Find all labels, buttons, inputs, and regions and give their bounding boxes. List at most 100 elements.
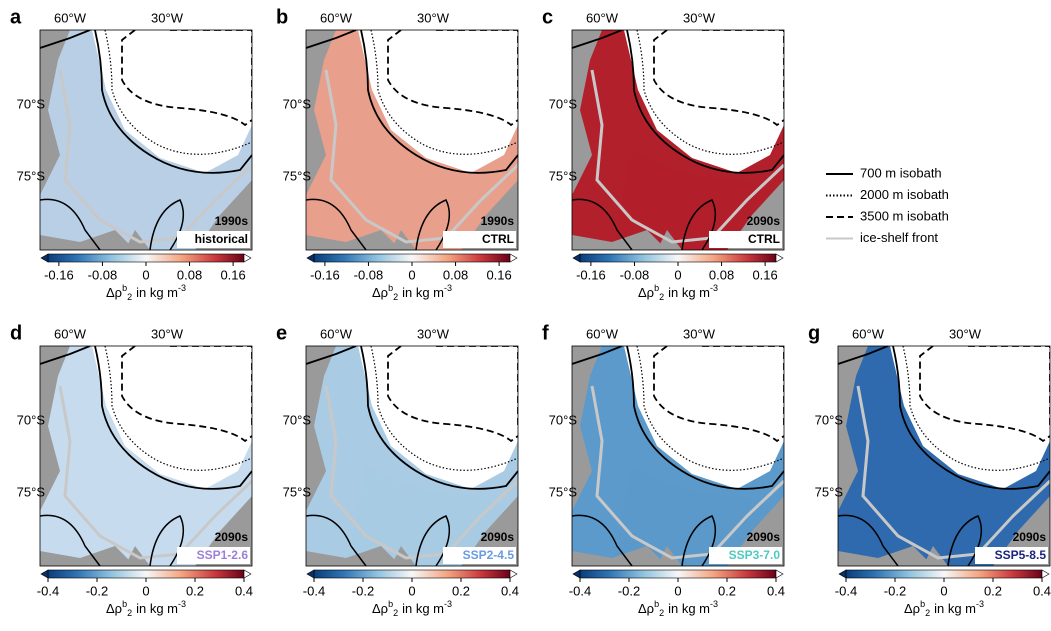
label-part: Δρ [904, 601, 920, 616]
colorbar-tick-label: -0.2 [618, 583, 640, 598]
isobath-700 [306, 346, 518, 490]
lat-label: 75°S [17, 168, 46, 183]
lat-label: 70°S [549, 96, 578, 111]
label-part: in kg m [402, 601, 444, 616]
colorbar-tick-label: 0.4 [767, 583, 785, 598]
scenario-label: CTRL [482, 232, 514, 246]
map-frame [39, 345, 253, 567]
colorbar-tick-label: 0.08 [443, 267, 468, 282]
colorbar-tick-label: 0 [408, 267, 415, 282]
lon-label: 60°W [54, 326, 87, 341]
colorbar-extend [509, 253, 518, 263]
isobath-700 [572, 30, 784, 174]
field-variation [80, 150, 240, 250]
lon-label: 30°W [417, 10, 450, 25]
colorbar-tick-label: -0.2 [352, 583, 374, 598]
map-panel [39, 345, 253, 567]
lat-label: 70°S [283, 96, 312, 111]
scenario-label: SSP1-2.6 [197, 548, 249, 562]
colorbar-extend [243, 569, 252, 579]
isobath-700 [306, 30, 518, 174]
field-variation [346, 150, 506, 250]
label-sup: b [654, 283, 659, 293]
colorbar-tick-label: -0.2 [86, 583, 108, 598]
map-body [306, 346, 518, 566]
map-frame [571, 345, 785, 567]
lat-label: 75°S [283, 168, 312, 183]
colorbar-tick-label: -0.16 [44, 267, 74, 282]
colorbar-tick-label: -0.2 [884, 583, 906, 598]
legend-label: 700 m isobath [860, 165, 942, 180]
map-panel [571, 345, 785, 567]
colorbar [47, 253, 245, 263]
colorbar-tick-label: -0.4 [37, 583, 59, 598]
isobath-700 [40, 346, 252, 490]
lon-label: 60°W [320, 10, 353, 25]
lat-label: 75°S [17, 484, 46, 499]
colorbar-extend [775, 569, 784, 579]
open-ocean [92, 346, 252, 489]
decade-label: 1990s [215, 214, 249, 228]
colorbar-label: Δρb2 in kg m-3 [638, 599, 718, 618]
map-frame [305, 345, 519, 567]
colorbar-tick-label: -0.4 [303, 583, 325, 598]
lon-label: 30°W [683, 10, 716, 25]
isobath-2000 [636, 30, 784, 155]
open-ocean [358, 30, 518, 173]
colorbar [579, 569, 777, 579]
field-variation [612, 150, 772, 250]
label-part: in kg m [668, 601, 710, 616]
land [572, 30, 602, 195]
scenario-box [177, 547, 250, 564]
scenario-box [177, 231, 250, 248]
decade-label: 1990s [481, 214, 515, 228]
lat-label: 75°S [283, 484, 312, 499]
decade-label: 2090s [481, 530, 515, 544]
label-part: in kg m [934, 601, 976, 616]
colorbar-tick-label: 0.08 [709, 267, 734, 282]
open-ocean [358, 346, 518, 489]
map-frame [571, 29, 785, 251]
lat-label: 70°S [815, 412, 844, 427]
lon-label: 60°W [586, 326, 619, 341]
open-ocean [92, 30, 252, 173]
colorbar-tick-label: -0.16 [310, 267, 340, 282]
land [572, 546, 667, 566]
label-sub: 2 [127, 608, 132, 618]
colorbar-tick-label: 0.16 [220, 267, 245, 282]
label-sup: b [388, 599, 393, 609]
lon-label: 60°W [320, 326, 353, 341]
panel-letter: d [10, 322, 22, 344]
land [40, 546, 135, 566]
isobath-3500 [653, 346, 784, 443]
label-sup: -3 [178, 599, 186, 609]
scenario-box [709, 231, 782, 248]
colorbar-tick-label: 0.08 [177, 267, 202, 282]
decade-label: 2090s [1013, 530, 1047, 544]
map-body [40, 346, 252, 566]
land [572, 230, 667, 250]
land [40, 230, 135, 250]
colorbar [47, 569, 245, 579]
colorbar-tick-label: 0 [674, 267, 681, 282]
ice-shelf-front [58, 385, 252, 560]
lon-label: 60°W [586, 10, 619, 25]
scenario-label: SSP5-8.5 [995, 548, 1047, 562]
scenario-box [443, 547, 516, 564]
label-sub: 2 [659, 292, 664, 302]
map-body [306, 30, 518, 250]
colorbar-extend [838, 569, 847, 579]
ice-shelf-front [58, 69, 252, 244]
lat-label: 75°S [549, 484, 578, 499]
colorbar-extend [572, 569, 581, 579]
colorbar [579, 253, 777, 263]
panel-letter: e [276, 322, 287, 344]
lat-label: 70°S [283, 412, 312, 427]
label-sup: b [388, 283, 393, 293]
label-sub: 2 [393, 292, 398, 302]
panel-letter: g [808, 322, 820, 344]
label-part: Δρ [106, 285, 122, 300]
decade-label: 2090s [215, 530, 249, 544]
label-part: in kg m [136, 285, 178, 300]
